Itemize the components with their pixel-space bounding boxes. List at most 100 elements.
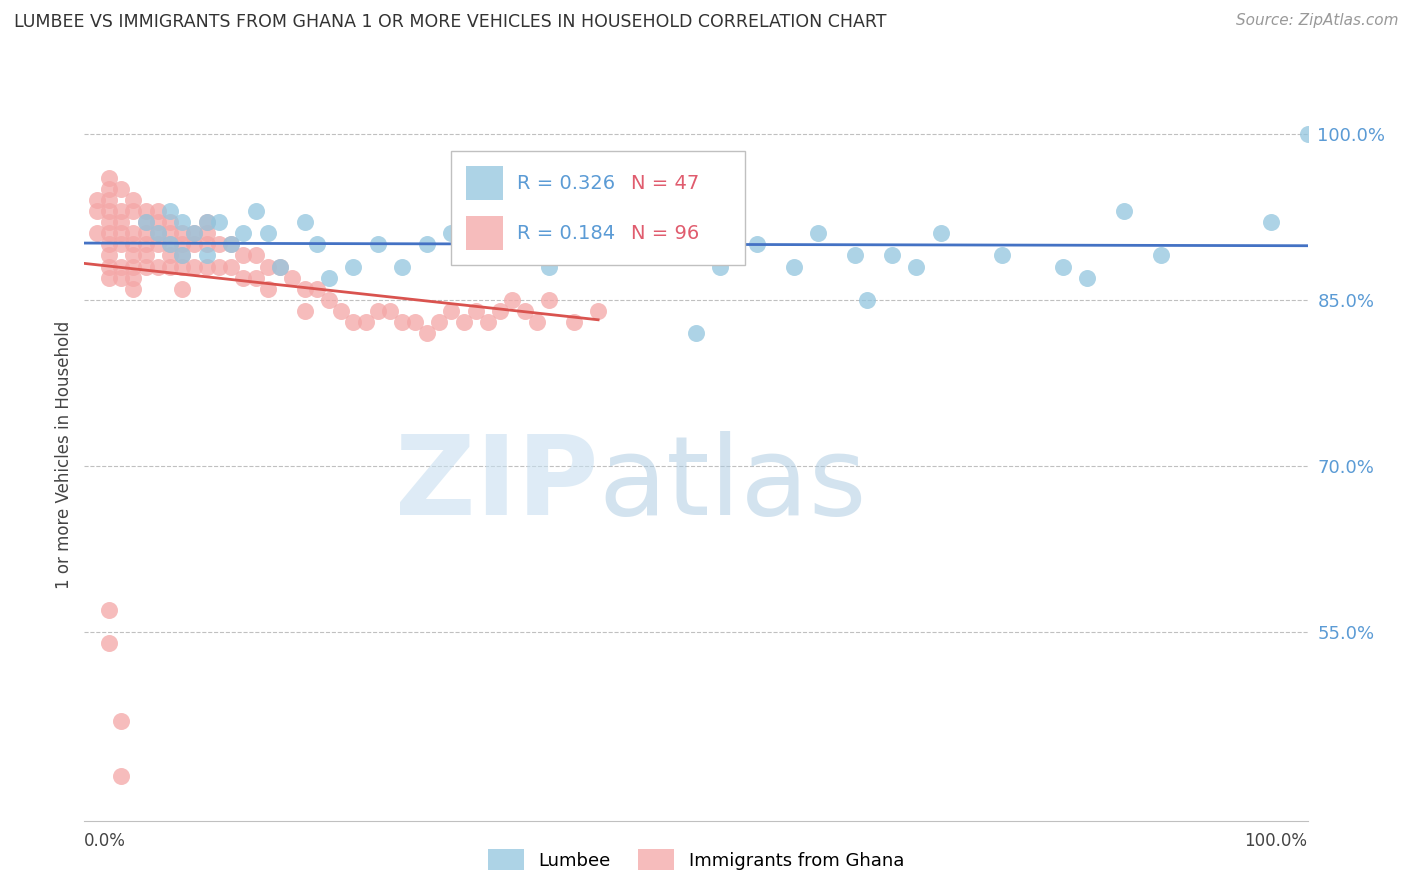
Point bbox=[502, 248, 524, 262]
Point bbox=[172, 227, 194, 241]
Point bbox=[110, 204, 132, 219]
Point bbox=[416, 237, 439, 252]
Point bbox=[991, 248, 1014, 262]
Point bbox=[159, 260, 181, 274]
Point bbox=[929, 227, 952, 241]
Point bbox=[159, 215, 181, 229]
Point bbox=[110, 237, 132, 252]
Point bbox=[586, 215, 609, 229]
Point bbox=[195, 237, 218, 252]
Point bbox=[122, 227, 145, 241]
Point bbox=[612, 248, 634, 262]
Point bbox=[97, 215, 120, 229]
Point bbox=[110, 769, 132, 783]
Point bbox=[183, 237, 205, 252]
Point bbox=[257, 260, 280, 274]
Point bbox=[208, 215, 231, 229]
Point bbox=[135, 215, 157, 229]
Point bbox=[526, 315, 548, 329]
Point bbox=[183, 227, 205, 241]
Point bbox=[502, 293, 524, 307]
Point bbox=[159, 227, 181, 241]
Point bbox=[97, 193, 120, 207]
Point bbox=[135, 204, 157, 219]
Point bbox=[86, 204, 108, 219]
Point bbox=[146, 204, 169, 219]
Point bbox=[183, 227, 205, 241]
Point bbox=[305, 282, 328, 296]
Point bbox=[648, 215, 671, 229]
Point bbox=[97, 204, 120, 219]
Point bbox=[97, 237, 120, 252]
Point bbox=[232, 227, 254, 241]
Point bbox=[685, 227, 707, 241]
Point bbox=[232, 248, 254, 262]
Point bbox=[135, 260, 157, 274]
Point bbox=[122, 270, 145, 285]
Point bbox=[905, 260, 928, 274]
Point bbox=[146, 237, 169, 252]
Point bbox=[122, 193, 145, 207]
Point bbox=[135, 227, 157, 241]
Point bbox=[219, 260, 242, 274]
Point bbox=[195, 215, 218, 229]
Point bbox=[477, 315, 499, 329]
Point bbox=[232, 270, 254, 285]
Point bbox=[586, 303, 609, 318]
Point bbox=[367, 237, 389, 252]
Point bbox=[172, 237, 194, 252]
FancyBboxPatch shape bbox=[451, 152, 745, 265]
Point bbox=[195, 260, 218, 274]
Point bbox=[747, 237, 769, 252]
Point bbox=[172, 260, 194, 274]
Point bbox=[562, 227, 585, 241]
Y-axis label: 1 or more Vehicles in Household: 1 or more Vehicles in Household bbox=[55, 321, 73, 589]
Point bbox=[257, 227, 280, 241]
Text: Source: ZipAtlas.com: Source: ZipAtlas.com bbox=[1236, 13, 1399, 29]
Point bbox=[440, 303, 463, 318]
Point bbox=[183, 260, 205, 274]
Point bbox=[110, 270, 132, 285]
Point bbox=[97, 270, 120, 285]
Point bbox=[172, 215, 194, 229]
Point bbox=[783, 260, 806, 274]
Point bbox=[97, 182, 120, 196]
Point bbox=[342, 260, 364, 274]
FancyBboxPatch shape bbox=[465, 216, 503, 250]
Point bbox=[219, 237, 242, 252]
Point bbox=[110, 182, 132, 196]
Point bbox=[110, 714, 132, 728]
Point bbox=[844, 248, 866, 262]
Point bbox=[489, 303, 512, 318]
Point bbox=[1260, 215, 1282, 229]
Text: N = 47: N = 47 bbox=[631, 174, 699, 193]
Point bbox=[513, 303, 536, 318]
Point bbox=[122, 204, 145, 219]
Point bbox=[367, 303, 389, 318]
Point bbox=[281, 270, 304, 285]
Text: 100.0%: 100.0% bbox=[1244, 831, 1308, 850]
Point bbox=[269, 260, 291, 274]
Point bbox=[404, 315, 426, 329]
Point bbox=[1296, 127, 1319, 141]
Point bbox=[427, 315, 450, 329]
Point bbox=[318, 293, 340, 307]
Point bbox=[172, 282, 194, 296]
Point bbox=[97, 260, 120, 274]
Point bbox=[453, 315, 475, 329]
Point bbox=[464, 303, 486, 318]
Point bbox=[538, 293, 561, 307]
Point bbox=[685, 326, 707, 340]
Point bbox=[391, 315, 413, 329]
Point bbox=[97, 227, 120, 241]
Point bbox=[318, 270, 340, 285]
Point bbox=[305, 237, 328, 252]
Point bbox=[208, 237, 231, 252]
Point bbox=[97, 170, 120, 185]
Point bbox=[97, 636, 120, 650]
Point bbox=[330, 303, 353, 318]
Point bbox=[208, 260, 231, 274]
Point bbox=[538, 260, 561, 274]
Point bbox=[97, 248, 120, 262]
Text: LUMBEE VS IMMIGRANTS FROM GHANA 1 OR MORE VEHICLES IN HOUSEHOLD CORRELATION CHAR: LUMBEE VS IMMIGRANTS FROM GHANA 1 OR MOR… bbox=[14, 13, 887, 31]
